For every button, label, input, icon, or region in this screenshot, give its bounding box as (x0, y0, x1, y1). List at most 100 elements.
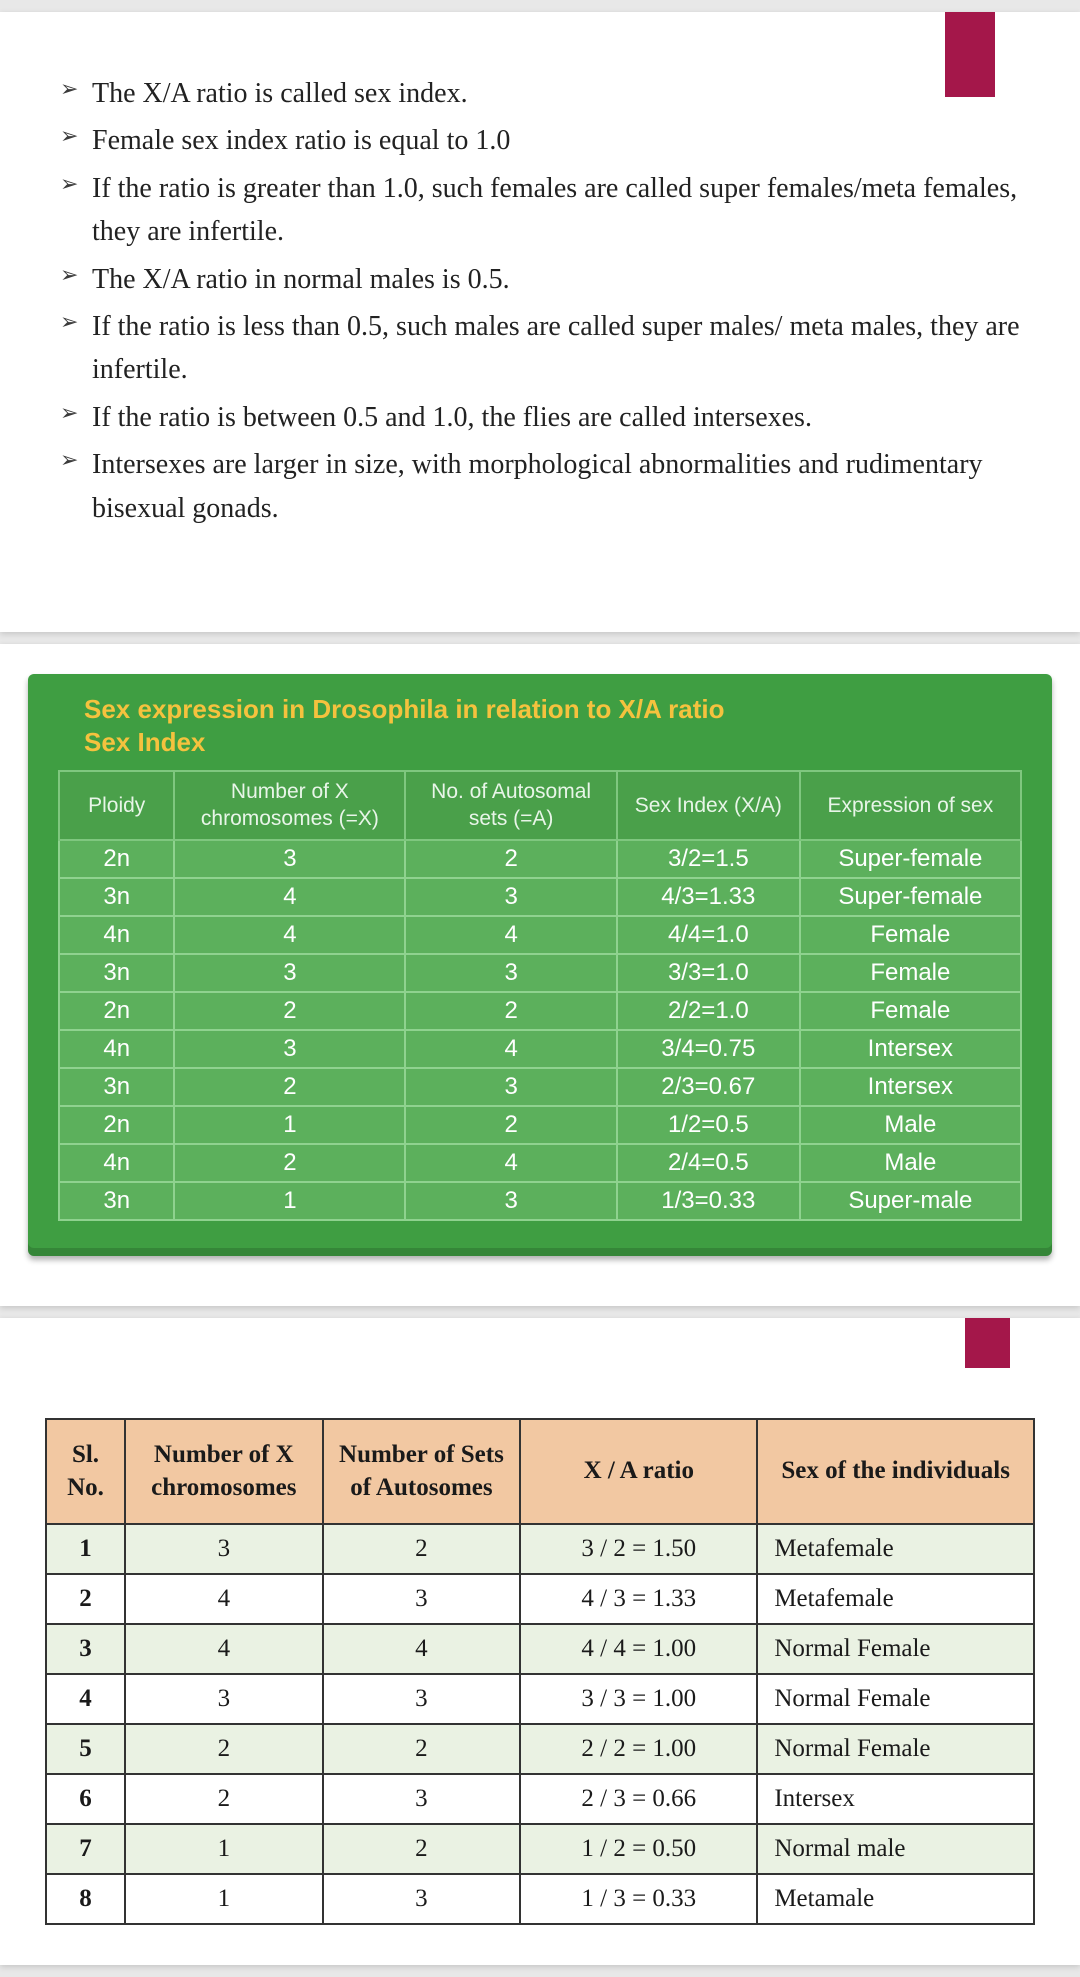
table-cell: 1 (125, 1824, 323, 1874)
table-cell: 3/2=1.5 (617, 840, 800, 878)
slide-drosophila-table: Sex expression in Drosophila in relation… (0, 644, 1080, 1306)
table-cell: 2/3=0.67 (617, 1068, 800, 1106)
table-cell: 4 (405, 916, 617, 954)
panel-subtitle: Sex Index (84, 727, 1022, 758)
table-row: 3n434/3=1.33Super-female (59, 878, 1021, 916)
bullet-item: Female sex index ratio is equal to 1.0 (60, 119, 1020, 162)
table-row: 4n444/4=1.0Female (59, 916, 1021, 954)
table-cell: 3 (405, 1068, 617, 1106)
th-ratio: X / A ratio (520, 1419, 757, 1525)
table-cell: 2 (174, 1068, 405, 1106)
table-cell: 4/4=1.0 (617, 916, 800, 954)
table-cell: 2n (59, 1106, 174, 1144)
table-cell: Male (800, 1106, 1021, 1144)
bullet-text: If the ratio is between 0.5 and 1.0, the… (92, 402, 812, 433)
bullet-text: The X/A ratio is called sex index. (92, 78, 468, 109)
table-row: 2n222/2=1.0Female (59, 992, 1021, 1030)
table-cell: Super-male (800, 1182, 1021, 1220)
table-cell: 2 (174, 992, 405, 1030)
table-cell: Super-female (800, 840, 1021, 878)
table-cell: 2/4=0.5 (617, 1144, 800, 1182)
table-cell: 2 / 3 = 0.66 (520, 1774, 757, 1824)
table-cell: 8 (46, 1874, 125, 1924)
table-cell: 3 (323, 1874, 521, 1924)
table-cell: 2n (59, 992, 174, 1030)
th-ploidy: Ploidy (59, 771, 174, 840)
th-a: Number of Sets of Autosomes (323, 1419, 521, 1525)
bullet-item: If the ratio is less than 0.5, such male… (60, 305, 1020, 392)
table-cell: 2 / 2 = 1.00 (520, 1724, 757, 1774)
table-cell: 2n (59, 840, 174, 878)
table-row: 7121 / 2 = 0.50Normal male (46, 1824, 1034, 1874)
table-cell: 3 (46, 1624, 125, 1674)
th-sex: Sex of the individuals (757, 1419, 1034, 1525)
table-cell: Metamale (757, 1874, 1034, 1924)
table-cell: Normal male (757, 1824, 1034, 1874)
xa-ratio-table: Sl. No. Number of X chromosomes Number o… (45, 1418, 1035, 1926)
table-cell: 4 (174, 916, 405, 954)
table-cell: 2 (174, 1144, 405, 1182)
bullet-text: Intersexes are larger in size, with morp… (92, 449, 983, 523)
table-cell: 3/3=1.0 (617, 954, 800, 992)
table-row: 4333 / 3 = 1.00Normal Female (46, 1674, 1034, 1724)
table-cell: Metafemale (757, 1574, 1034, 1624)
table-cell: Male (800, 1144, 1021, 1182)
table-cell: 2 (323, 1524, 521, 1574)
bullet-item: Intersexes are larger in size, with morp… (60, 443, 1020, 530)
table-cell: 2 (125, 1774, 323, 1824)
table-row: 2n323/2=1.5Super-female (59, 840, 1021, 878)
table-cell: 2 (323, 1724, 521, 1774)
table-cell: 2 (405, 1106, 617, 1144)
table-cell: 3 (323, 1674, 521, 1724)
table-cell: 3 (405, 1182, 617, 1220)
table-cell: 3 (125, 1524, 323, 1574)
table-cell: 4n (59, 1144, 174, 1182)
table-cell: Intersex (757, 1774, 1034, 1824)
table-cell: Female (800, 954, 1021, 992)
table-cell: 3n (59, 878, 174, 916)
table-cell: 1 (46, 1524, 125, 1574)
table-cell: Normal Female (757, 1624, 1034, 1674)
accent-bar (965, 1318, 1010, 1368)
table-cell: 2/2=1.0 (617, 992, 800, 1030)
table-cell: 3 (174, 954, 405, 992)
table-row: 4n242/4=0.5Male (59, 1144, 1021, 1182)
table-row: 1323 / 2 = 1.50Metafemale (46, 1524, 1034, 1574)
table-cell: 2 (323, 1824, 521, 1874)
slide-xa-ratio-table: Sl. No. Number of X chromosomes Number o… (0, 1318, 1080, 1966)
table-cell: 4 (405, 1030, 617, 1068)
table-row: 2n121/2=0.5Male (59, 1106, 1021, 1144)
table-cell: 1 / 2 = 0.50 (520, 1824, 757, 1874)
table-cell: Normal Female (757, 1674, 1034, 1724)
table-row: 3n131/3=0.33Super-male (59, 1182, 1021, 1220)
table-cell: 4n (59, 916, 174, 954)
table-cell: 2 (125, 1724, 323, 1774)
table-row: 3n232/3=0.67Intersex (59, 1068, 1021, 1106)
table-cell: 4 / 4 = 1.00 (520, 1624, 757, 1674)
table-row: 8131 / 3 = 0.33Metamale (46, 1874, 1034, 1924)
green-panel: Sex expression in Drosophila in relation… (28, 674, 1052, 1256)
panel-title: Sex expression in Drosophila in relation… (84, 694, 1022, 725)
table-cell: 3 (174, 1030, 405, 1068)
table-cell: Super-female (800, 878, 1021, 916)
bullet-item: If the ratio is between 0.5 and 1.0, the… (60, 396, 1020, 439)
table-cell: 1 / 3 = 0.33 (520, 1874, 757, 1924)
table-cell: 3 (323, 1774, 521, 1824)
th-x: Number of X chromosomes (125, 1419, 323, 1525)
table-cell: 4 / 3 = 1.33 (520, 1574, 757, 1624)
table-cell: 7 (46, 1824, 125, 1874)
bullet-list: The X/A ratio is called sex index. Femal… (60, 72, 1020, 530)
table-cell: 3/4=0.75 (617, 1030, 800, 1068)
bullet-text: Female sex index ratio is equal to 1.0 (92, 125, 510, 156)
table-cell: 1 (174, 1106, 405, 1144)
table-cell: 6 (46, 1774, 125, 1824)
table-row: 6232 / 3 = 0.66Intersex (46, 1774, 1034, 1824)
table-cell: 5 (46, 1724, 125, 1774)
table-cell: 4 (125, 1574, 323, 1624)
table-row: 4n343/4=0.75Intersex (59, 1030, 1021, 1068)
table-cell: 1 (174, 1182, 405, 1220)
bullet-text: If the ratio is less than 0.5, such male… (92, 311, 1020, 385)
table-cell: Metafemale (757, 1524, 1034, 1574)
table-cell: 2 (405, 992, 617, 1030)
table-row: 3444 / 4 = 1.00Normal Female (46, 1624, 1034, 1674)
